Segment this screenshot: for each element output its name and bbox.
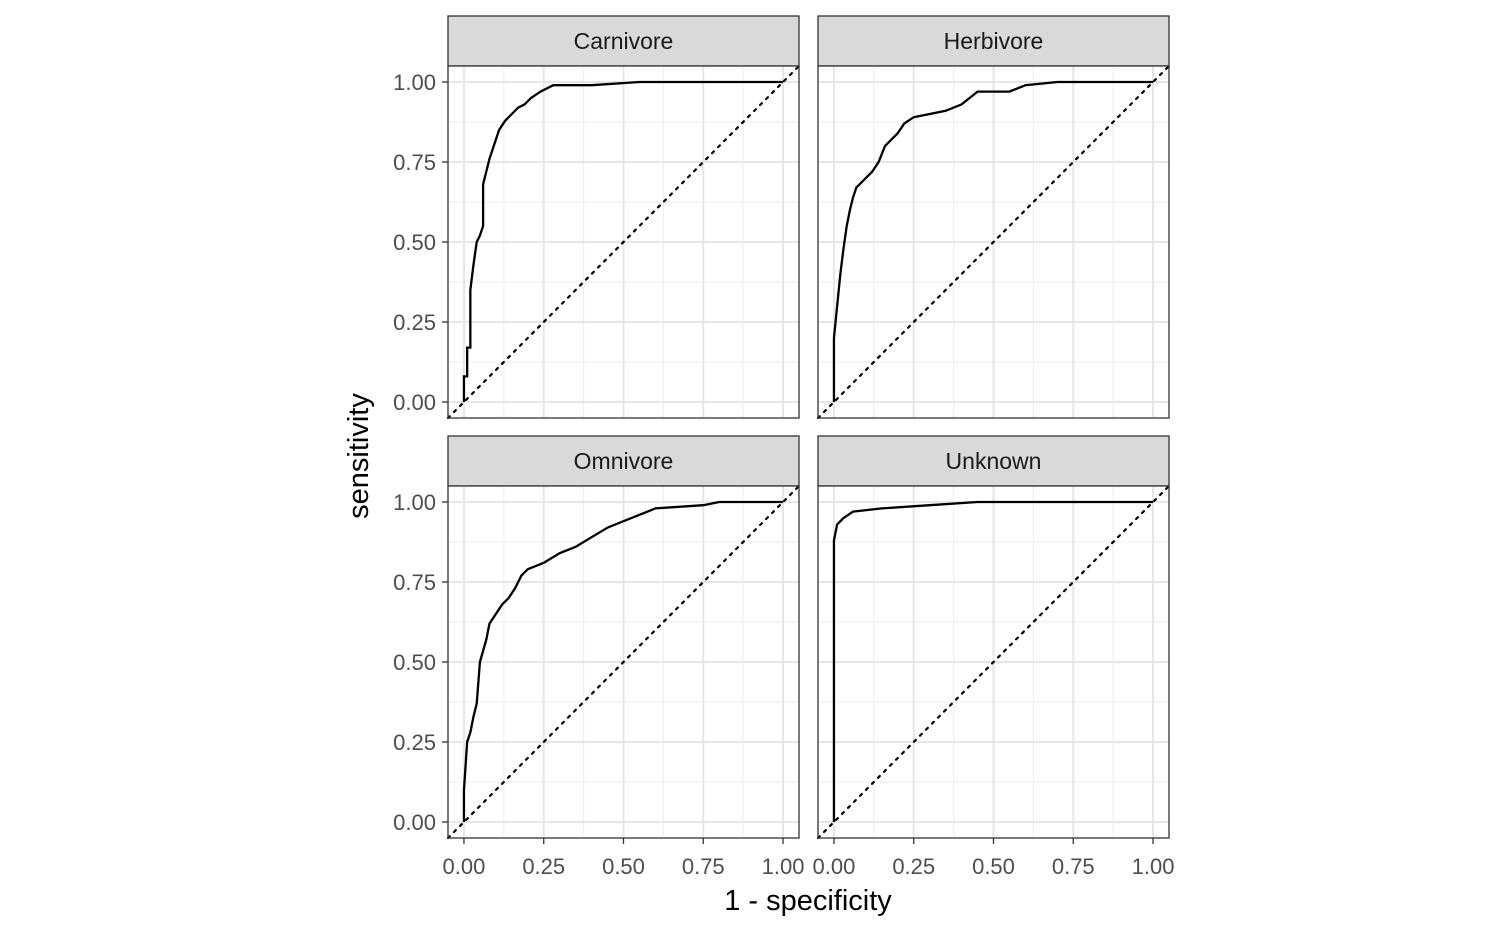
roc-curve xyxy=(462,80,784,402)
panel-omnivore: Omnivore 0.00 0.25 0.50 0.75 1.00 0.00 0.25 0.50… xyxy=(393,435,805,879)
y-tick-label: 0.75 xyxy=(393,570,436,595)
panel-border xyxy=(817,65,1170,419)
roc-curve xyxy=(462,500,784,822)
y-tick-label: 1.00 xyxy=(393,70,436,95)
strip-background xyxy=(817,15,1170,67)
x-axis-title: 1 - specificity xyxy=(724,885,892,917)
panel-carnivore: Carnivore 0.00 0.25 0.50 0.75 1.00 xyxy=(393,15,801,420)
y-tick-label: 0.50 xyxy=(393,230,436,255)
x-tick-label: 0.25 xyxy=(522,854,565,879)
strip-label: Unknown xyxy=(946,448,1042,474)
panel-herbivore: Herbivore xyxy=(816,15,1171,420)
strip-label: Omnivore xyxy=(574,448,674,474)
y-tick-label: 0.75 xyxy=(393,150,436,175)
reference-diagonal xyxy=(446,484,801,840)
reference-diagonal xyxy=(816,64,1171,420)
y-tick-label: 0.25 xyxy=(393,730,436,755)
y-tick-label: 0.25 xyxy=(393,310,436,335)
x-tick-label: 0.00 xyxy=(813,854,856,879)
x-tick-label: 0.00 xyxy=(443,854,486,879)
reference-diagonal xyxy=(816,484,1171,840)
y-tick-label: 0.00 xyxy=(393,390,436,415)
x-tick-label: 0.25 xyxy=(892,854,935,879)
panel-unknown: Unknown 0.00 0.25 0.50 0.75 1.00 xyxy=(813,435,1175,879)
x-tick-label: 0.75 xyxy=(1052,854,1095,879)
strip-background xyxy=(447,15,800,67)
roc-curve xyxy=(832,500,1154,822)
x-tick-label: 0.50 xyxy=(972,854,1015,879)
strip-label: Carnivore xyxy=(574,28,674,54)
y-tick-label: 0.00 xyxy=(393,810,436,835)
x-tick-label: 0.50 xyxy=(602,854,645,879)
y-tick-label: 0.50 xyxy=(393,650,436,675)
strip-label: Herbivore xyxy=(944,28,1044,54)
y-axis-title: sensitivity xyxy=(343,393,375,519)
x-tick-label: 0.75 xyxy=(682,854,725,879)
reference-diagonal xyxy=(446,64,801,420)
roc-curve xyxy=(832,80,1154,402)
strip-background xyxy=(447,435,800,487)
x-tick-label: 1.00 xyxy=(1132,854,1175,879)
y-tick-label: 1.00 xyxy=(393,490,436,515)
x-tick-label: 1.00 xyxy=(762,854,805,879)
